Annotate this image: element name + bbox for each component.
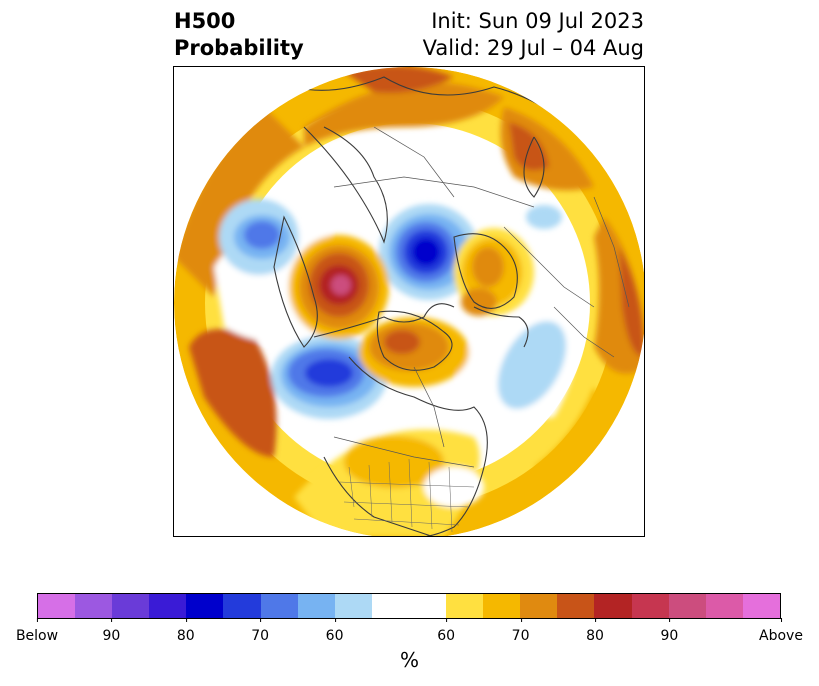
colorbar-tick-label: 70	[512, 618, 530, 644]
colorbar-segment	[334, 594, 372, 618]
anomaly-scandinavia	[344, 67, 454, 93]
coastline-british-isles	[473, 306, 529, 348]
anomaly-siberia-90	[331, 275, 351, 295]
anomaly-arctic-90	[412, 238, 440, 266]
colorbar-tick-label: Below	[16, 618, 58, 644]
border-central-asia	[593, 196, 630, 308]
anomaly-north-atlantic	[497, 321, 567, 409]
colorbar-segment	[705, 594, 743, 618]
colorbar-segment	[668, 594, 706, 618]
colorbar-segment	[446, 594, 484, 618]
neutral-east-us	[424, 467, 484, 507]
anomaly-europe-outer	[304, 82, 504, 147]
border-eastern-europe	[553, 306, 615, 358]
colorbar-segment	[483, 594, 521, 618]
country-borders	[333, 126, 630, 468]
anomaly-scandinavia-65	[472, 247, 504, 287]
colorbar-tick-label: Above	[759, 618, 803, 644]
colorbar-tick-label: 90	[660, 618, 678, 644]
coastline-kara	[523, 136, 545, 198]
us-state-borders	[338, 458, 475, 533]
colorbar-tick-label: 90	[102, 618, 120, 644]
colorbar-segment	[557, 594, 595, 618]
polar-map-svg	[174, 67, 644, 536]
colorbar-segment	[186, 594, 224, 618]
coastline-us-east	[413, 466, 485, 536]
colorbar-segment	[75, 594, 113, 618]
variable-title: H500	[174, 9, 236, 33]
colorbar-segment	[371, 594, 447, 618]
colorbar-tick-label: 60	[437, 618, 455, 644]
title-block-right: Init: Sun 09 Jul 2023 Valid: 29 Jul – 04…	[423, 8, 644, 62]
coastline-alaska	[313, 303, 455, 338]
title-block-left: H500 Probability	[174, 8, 304, 62]
coastline-kamchatka	[273, 215, 318, 348]
colorbar-segment	[260, 594, 298, 618]
colorbar-segment	[223, 594, 261, 618]
border-russia	[333, 176, 535, 208]
border-canada	[413, 366, 445, 448]
colorbar-tick-label: 70	[251, 618, 269, 644]
anomaly-norway-sea	[461, 288, 497, 316]
anomaly-west-pacific	[189, 329, 277, 457]
colorbar-segment	[112, 594, 150, 618]
colorbar-ticks: Below 90 80 70 60 60 70 80 90 Above	[16, 618, 803, 645]
colorbar-tick-label: 80	[586, 618, 604, 644]
colorbar-segment	[520, 594, 558, 618]
colorbar-segment	[742, 594, 780, 618]
colorbar-label: %	[399, 648, 419, 672]
colorbar-segment	[631, 594, 669, 618]
anomaly-east-asia	[534, 387, 608, 477]
anomaly-central-asia	[619, 247, 644, 357]
anomaly-west-pacific-outer	[174, 107, 304, 297]
colorbar-tick-label: 60	[326, 618, 344, 644]
coastline-greenland	[376, 310, 453, 371]
state-lines-horizontal	[338, 481, 475, 526]
anomaly-us-60	[344, 436, 444, 488]
anomaly-greenland-70	[384, 330, 420, 354]
state-lines-vertical	[348, 458, 453, 533]
border-europe	[503, 226, 595, 308]
border-siberia	[373, 126, 455, 198]
coastline-canada-arctic	[348, 356, 488, 468]
init-date: Init: Sun 09 Jul 2023	[431, 9, 644, 33]
anomaly-beaufort-80	[305, 359, 353, 387]
coastline-us-west	[323, 456, 435, 536]
colorbar-tick-label: 80	[177, 618, 195, 644]
colorbar-segment	[297, 594, 335, 618]
polar-map	[173, 66, 645, 537]
colorbar-segment	[149, 594, 187, 618]
anomaly-western-russia	[509, 122, 549, 171]
border-us-canada	[333, 436, 475, 468]
coastline-siberia	[303, 126, 388, 244]
coastline-scandinavia	[453, 233, 518, 309]
anomaly-gulf-alaska-70	[244, 221, 280, 249]
product-title: Probability	[174, 36, 304, 60]
anomaly-barents-small	[526, 205, 562, 229]
colorbar-segment	[594, 594, 632, 618]
colorbar-segment	[38, 594, 76, 618]
valid-date: Valid: 29 Jul – 04 Aug	[422, 36, 644, 60]
colorbar	[37, 593, 781, 619]
